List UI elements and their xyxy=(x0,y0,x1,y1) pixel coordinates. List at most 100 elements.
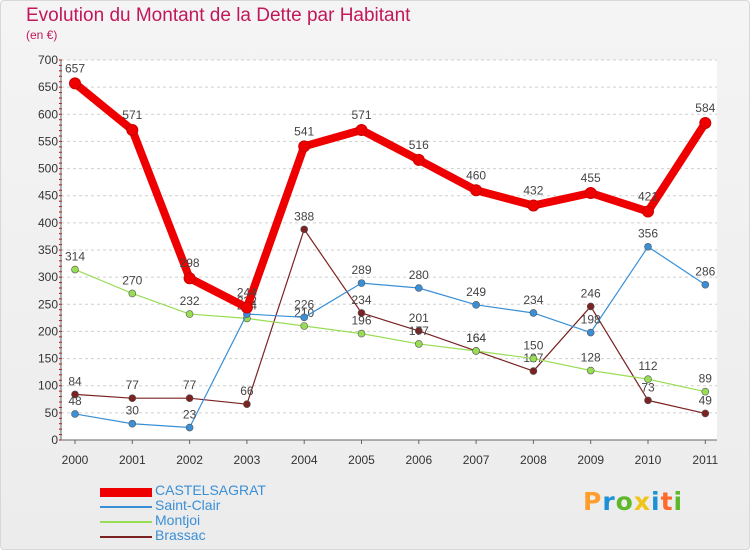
data-point xyxy=(527,199,540,212)
data-label: 356 xyxy=(638,227,658,241)
y-tick-label: 50 xyxy=(45,406,59,420)
data-point xyxy=(701,280,710,289)
data-point xyxy=(126,124,139,137)
x-tick-label: 2005 xyxy=(348,453,375,467)
x-tick-label: 2010 xyxy=(635,453,662,467)
data-label: 84 xyxy=(68,374,82,388)
legend-swatch xyxy=(100,488,152,497)
brand-logo: Proxiti xyxy=(583,487,683,516)
data-point xyxy=(128,394,137,403)
data-label: 232 xyxy=(180,294,200,308)
y-tick-label: 350 xyxy=(38,243,58,257)
y-tick-label: 700 xyxy=(38,53,58,67)
x-tick-label: 2009 xyxy=(577,453,604,467)
data-label: 234 xyxy=(523,293,543,307)
y-tick-label: 0 xyxy=(51,433,58,447)
data-label: 388 xyxy=(294,209,314,223)
data-label: 77 xyxy=(183,378,197,392)
data-label: 541 xyxy=(294,124,314,138)
data-point xyxy=(414,340,423,348)
x-tick-label: 2006 xyxy=(405,453,432,467)
data-label: 298 xyxy=(180,256,200,270)
data-point xyxy=(470,184,483,197)
brand-letter: r xyxy=(602,487,616,516)
data-point xyxy=(584,187,597,199)
data-label: 460 xyxy=(466,168,486,182)
legend-label: Brassac xyxy=(155,527,206,543)
x-tick-label: 2001 xyxy=(119,453,146,467)
data-point xyxy=(355,124,368,137)
y-tick-label: 200 xyxy=(38,324,58,338)
x-tick-label: 2008 xyxy=(520,453,547,467)
x-tick-label: 2003 xyxy=(234,453,261,467)
data-point xyxy=(240,301,253,314)
y-tick-label: 500 xyxy=(38,162,58,176)
data-label: 30 xyxy=(126,404,140,418)
y-tick-label: 550 xyxy=(38,134,58,148)
legend-swatch xyxy=(100,521,152,523)
series-line xyxy=(74,268,706,393)
data-label: 89 xyxy=(699,372,713,386)
data-point xyxy=(412,153,425,166)
x-tick-label: 2000 xyxy=(62,453,89,467)
y-tick-label: 450 xyxy=(38,189,58,203)
brand-letter: P xyxy=(583,487,603,516)
data-point xyxy=(357,309,366,317)
data-label: 421 xyxy=(638,189,658,203)
data-point xyxy=(699,116,712,129)
data-label: 657 xyxy=(65,61,85,75)
data-label: 571 xyxy=(351,108,371,122)
data-label: 244 xyxy=(237,286,257,300)
data-point xyxy=(71,390,79,399)
data-point xyxy=(185,310,194,318)
x-tick-label: 2007 xyxy=(463,453,490,467)
data-label: 270 xyxy=(122,273,142,287)
data-label: 201 xyxy=(409,311,429,325)
data-point xyxy=(300,313,309,322)
data-point xyxy=(298,140,311,153)
y-tick-label: 650 xyxy=(38,80,58,94)
data-label: 584 xyxy=(695,101,715,115)
y-tick-label: 400 xyxy=(38,216,58,230)
data-label: 164 xyxy=(466,331,486,345)
data-point xyxy=(472,347,480,355)
data-point xyxy=(300,322,309,330)
data-point xyxy=(357,329,366,338)
data-label: 226 xyxy=(294,297,314,311)
data-point xyxy=(644,396,652,405)
data-point xyxy=(414,284,423,292)
data-label: 249 xyxy=(466,285,486,299)
page-title: Evolution du Montant de la Dette par Hab… xyxy=(26,5,411,26)
brand-letter: i xyxy=(651,487,661,516)
data-point xyxy=(357,279,366,287)
legend-label: CASTELSAGRAT xyxy=(155,482,266,498)
x-tick-label: 2011 xyxy=(692,453,718,467)
legend-label: Saint-Clair xyxy=(155,497,221,513)
data-label: 164 xyxy=(466,331,486,345)
data-point xyxy=(472,301,480,309)
y-tick-label: 150 xyxy=(38,352,58,366)
data-point xyxy=(642,205,654,218)
data-label: 289 xyxy=(351,263,371,277)
legend-swatch xyxy=(100,536,152,538)
data-point xyxy=(69,77,81,90)
data-label: 48 xyxy=(68,394,82,408)
data-point xyxy=(644,242,652,251)
data-point xyxy=(128,289,137,298)
x-tick-label: 2002 xyxy=(176,453,203,467)
data-point xyxy=(529,367,538,375)
data-point xyxy=(701,409,710,418)
data-point xyxy=(183,272,196,285)
data-point xyxy=(529,309,538,317)
data-label: 66 xyxy=(240,384,254,398)
legend-label: Montjoi xyxy=(155,512,201,528)
data-label: 432 xyxy=(523,183,543,197)
data-point xyxy=(586,302,595,311)
data-label: 128 xyxy=(581,351,601,365)
data-label: 49 xyxy=(699,393,713,407)
data-label: 198 xyxy=(581,313,601,327)
data-label: 73 xyxy=(641,380,655,394)
data-point xyxy=(586,328,595,337)
data-label: 112 xyxy=(638,359,657,373)
page-subtitle: (en €) xyxy=(26,28,58,42)
